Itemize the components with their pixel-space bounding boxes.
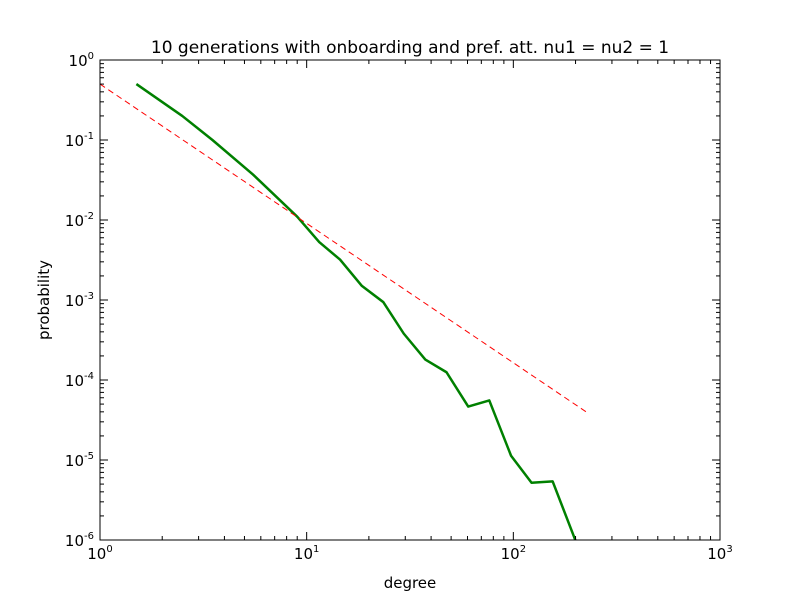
chart-title: 10 generations with onboarding and pref.… bbox=[151, 38, 669, 58]
degree-distribution-line bbox=[135, 83, 577, 540]
reference-fit-line bbox=[100, 83, 587, 413]
series-layer bbox=[100, 83, 587, 540]
x-tick-label: 102 bbox=[501, 544, 526, 563]
x-axis-label: degree bbox=[384, 574, 437, 592]
y-axis-label: probability bbox=[35, 260, 53, 340]
